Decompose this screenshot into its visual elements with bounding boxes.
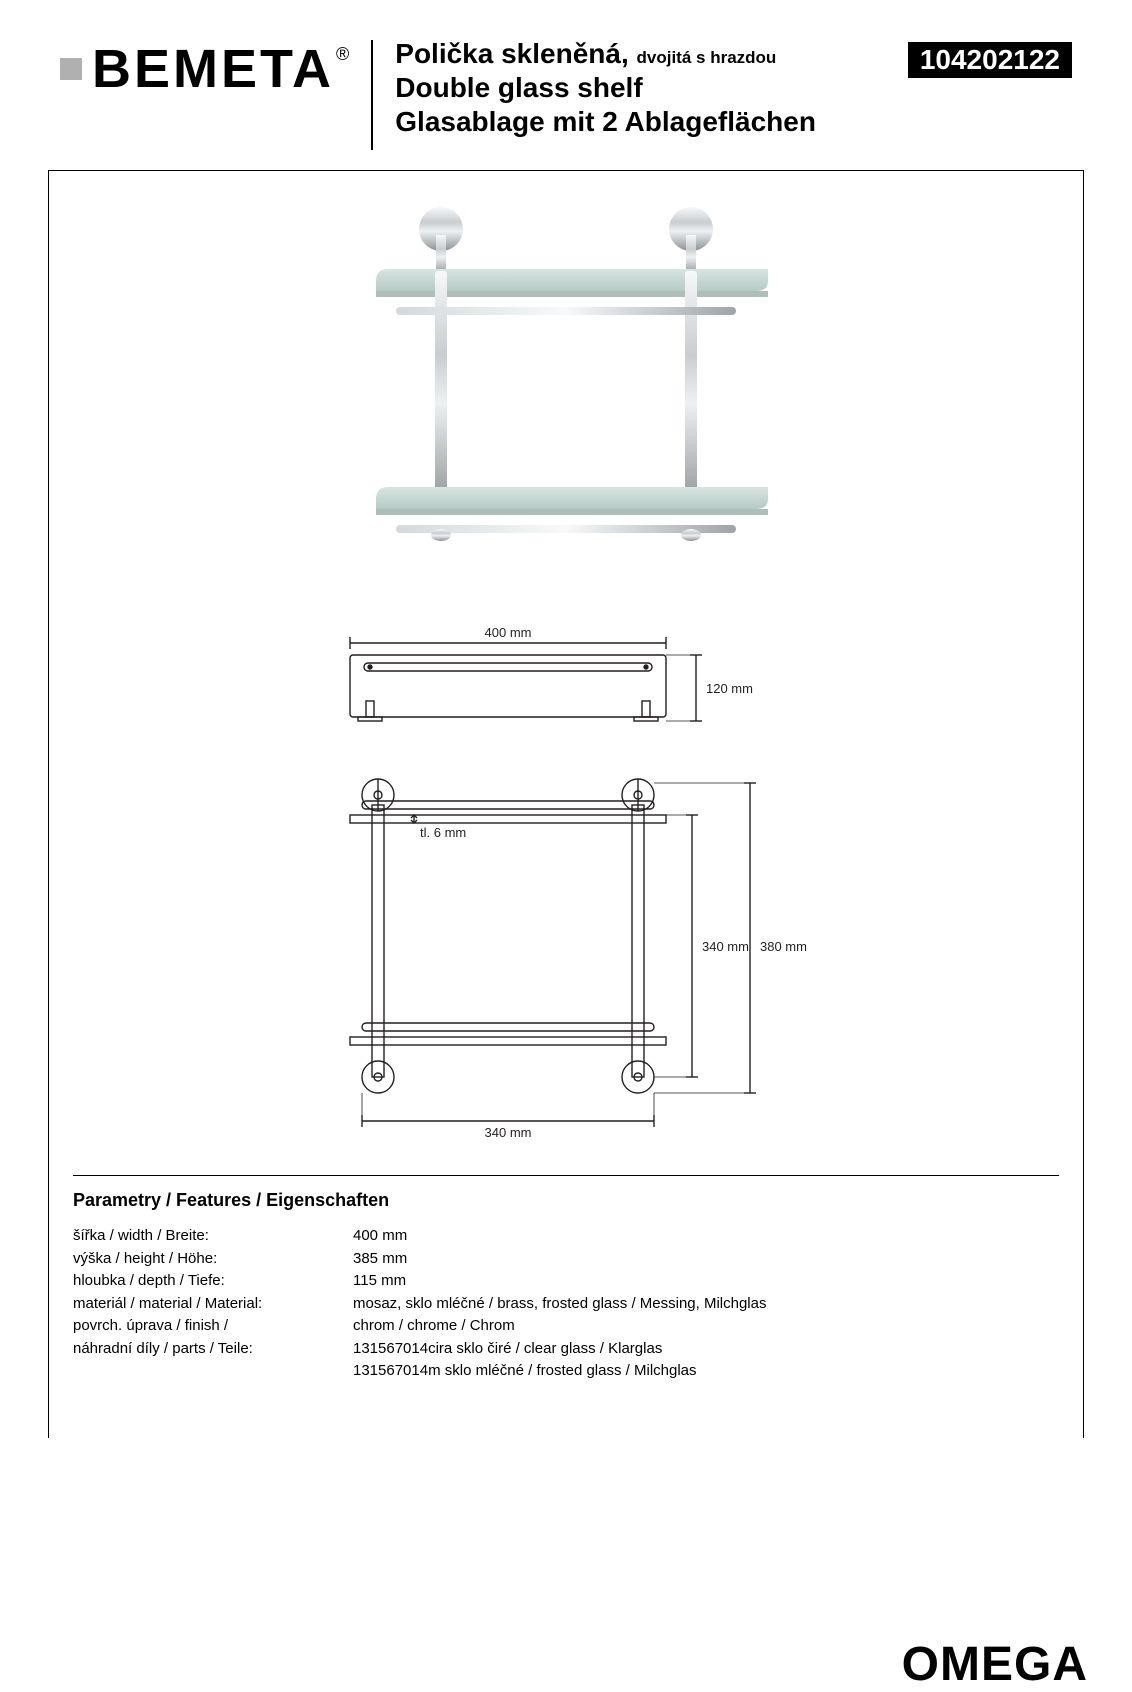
title-block: Polička skleněná, dvojitá s hrazdou Doub… (395, 38, 886, 138)
logo-mark (60, 58, 82, 80)
feature-row: náhradní díly / parts / Teile: 131567014… (73, 1338, 1059, 1361)
feature-label (73, 1360, 353, 1383)
title-en: Double glass shelf (395, 72, 886, 104)
feature-row: hloubka / depth / Tiefe: 115 mm (73, 1270, 1059, 1293)
feature-value: chrom / chrome / Chrom (353, 1315, 1059, 1338)
content-frame: 400 mm (48, 170, 1084, 1438)
feature-label: náhradní díly / parts / Teile: (73, 1338, 353, 1361)
feature-row: šířka / width / Breite: 400 mm (73, 1225, 1059, 1248)
dim-380mm: 380 mm (760, 939, 807, 954)
dim-thickness: tl. 6 mm (420, 825, 466, 840)
feature-value: 115 mm (353, 1270, 1059, 1293)
features-table: šířka / width / Breite: 400 mm výška / h… (73, 1225, 1059, 1383)
feature-label: materiál / material / Material: (73, 1293, 353, 1316)
brand-logo: BEMETA® (60, 38, 349, 100)
feature-value: 385 mm (353, 1248, 1059, 1271)
title-cz-main: Polička skleněná, (395, 38, 628, 69)
features-heading: Parametry / Features / Eigenschaften (73, 1190, 1059, 1211)
feature-row: výška / height / Höhe: 385 mm (73, 1248, 1059, 1271)
feature-label: výška / height / Höhe: (73, 1248, 353, 1271)
dim-340mm-h: 340 mm (702, 939, 749, 954)
brand-name: BEMETA® (92, 38, 349, 100)
feature-row: materiál / material / Material: mosaz, s… (73, 1293, 1059, 1316)
brand-text: BEMETA (92, 39, 334, 99)
feature-label: povrch. úprava / finish / (73, 1315, 353, 1338)
product-photo (73, 199, 1059, 589)
registered-mark: ® (336, 44, 349, 64)
dim-400mm: 400 mm (485, 625, 532, 640)
header-divider (371, 40, 373, 150)
title-cz-sub: dvojitá s hrazdou (637, 48, 777, 67)
dim-120mm: 120 mm (706, 681, 753, 696)
feature-value: 400 mm (353, 1225, 1059, 1248)
series-name: OMEGA (902, 1637, 1088, 1692)
feature-row: 131567014m sklo mléčné / frosted glass /… (73, 1360, 1059, 1383)
title-cz: Polička skleněná, dvojitá s hrazdou (395, 38, 886, 70)
header-row: BEMETA® Polička skleněná, dvojitá s hraz… (60, 38, 1072, 150)
feature-row: povrch. úprava / finish / chrom / chrome… (73, 1315, 1059, 1338)
title-de: Glasablage mit 2 Ablageflächen (395, 106, 886, 138)
feature-value: 131567014m sklo mléčné / frosted glass /… (353, 1360, 1059, 1383)
feature-value: 131567014cira sklo čiré / clear glass / … (353, 1338, 1059, 1361)
section-divider (73, 1175, 1059, 1176)
feature-label: hloubka / depth / Tiefe: (73, 1270, 353, 1293)
feature-value: mosaz, sklo mléčné / brass, frosted glas… (353, 1293, 1059, 1316)
dim-340mm-w: 340 mm (485, 1125, 532, 1140)
technical-diagram: 400 mm (73, 615, 1059, 1155)
feature-label: šířka / width / Breite: (73, 1225, 353, 1248)
product-code-badge: 104202122 (908, 42, 1072, 78)
